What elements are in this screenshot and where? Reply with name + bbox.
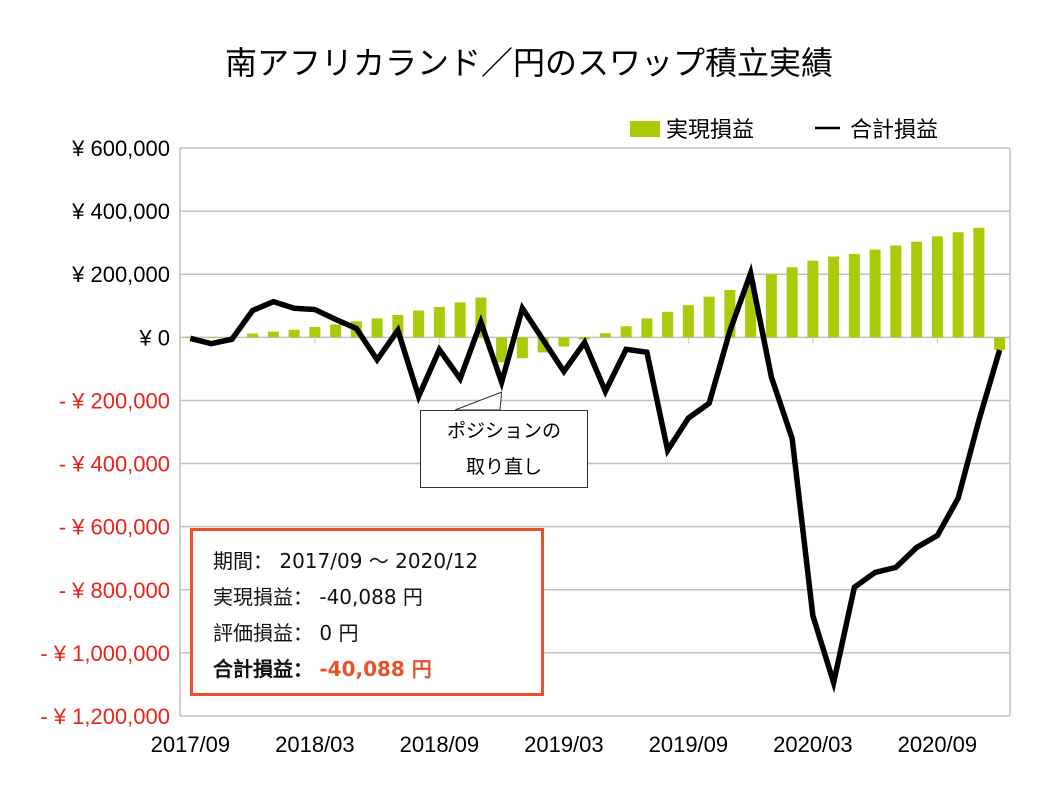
bar-realized (620, 326, 632, 338)
bar-realized (309, 326, 321, 338)
x-tick-label: 2020/03 (773, 732, 853, 757)
bar-realized (682, 305, 694, 338)
bar-realized (454, 302, 466, 338)
unrealized-row: 評価損益： 0 円 (213, 615, 541, 651)
y-tick-label: - ¥ 200,000 (59, 388, 170, 413)
total-row: 合計損益： -40,088 円 (213, 651, 541, 687)
realized-label: 実現損益： (213, 585, 313, 609)
bar-realized (599, 333, 611, 338)
bar-realized (330, 324, 342, 338)
period-row: 期間： 2017/09 ～ 2020/12 (213, 543, 541, 579)
bar-realized (433, 307, 445, 338)
bar-realized (267, 331, 279, 338)
bar-realized (537, 337, 549, 353)
bar-realized (786, 267, 798, 338)
total-label: 合計損益： (213, 657, 313, 681)
period-value: 2017/09 ～ 2020/12 (279, 549, 479, 573)
bar-realized (496, 337, 508, 363)
legend-label-realized: 実現損益 (666, 118, 754, 143)
y-tick-label: ¥ 400,000 (71, 199, 170, 224)
annotation-callout: ポジションの 取り直し (420, 410, 588, 488)
unrealized-label: 評価損益： (213, 621, 313, 645)
realized-row: 実現損益： -40,088 円 (213, 579, 541, 615)
total-value: -40,088 円 (319, 657, 432, 681)
unrealized-value: 0 円 (319, 621, 359, 645)
x-tick-label: 2018/03 (275, 732, 355, 757)
y-tick-label: - ¥ 600,000 (59, 515, 170, 540)
y-tick-label: - ¥ 800,000 (59, 578, 170, 603)
bar-realized (973, 227, 985, 338)
bar-realized (869, 249, 881, 338)
annotation-line1: ポジションの (446, 420, 561, 442)
legend-label-total: 合計損益 (850, 118, 938, 143)
y-tick-label: - ¥ 1,200,000 (40, 704, 170, 729)
bar-realized (662, 311, 674, 338)
y-tick-label: - ¥ 400,000 (59, 452, 170, 477)
bar-realized (807, 260, 819, 338)
bar-realized (952, 232, 964, 338)
x-tick-label: 2020/09 (898, 732, 978, 757)
bar-realized (931, 236, 943, 338)
legend-swatch-realized (630, 121, 660, 137)
bar-realized (848, 254, 860, 338)
x-tick-label: 2018/09 (400, 732, 480, 757)
bar-realized (765, 274, 777, 338)
y-tick-label: ¥ 200,000 (71, 262, 170, 287)
bar-realized (247, 333, 259, 338)
summary-box: 期間： 2017/09 ～ 2020/12 実現損益： -40,088 円 評価… (190, 528, 544, 696)
bar-realized (184, 336, 196, 338)
bar-realized (890, 245, 902, 338)
x-tick-label: 2019/09 (649, 732, 729, 757)
chart-title: 南アフリカランド／円のスワップ積立実績 (224, 44, 833, 82)
y-tick-label: - ¥ 1,000,000 (40, 641, 170, 666)
bar-realized (828, 256, 840, 338)
bar-realized (558, 337, 570, 347)
x-tick-label: 2019/03 (524, 732, 604, 757)
bar-realized (641, 318, 653, 338)
bar-realized (745, 282, 757, 338)
annotation-line2: 取り直し (465, 456, 542, 478)
bar-realized (994, 337, 1006, 350)
realized-value: -40,088 円 (319, 585, 423, 609)
bar-realized (288, 329, 300, 338)
bar-realized (724, 290, 736, 338)
bar-realized (413, 310, 425, 338)
bar-realized (703, 296, 715, 338)
bar-realized (205, 337, 217, 338)
period-label: 期間： (213, 549, 273, 573)
x-tick-label: 2017/09 (151, 732, 231, 757)
line-total (189, 263, 1003, 694)
y-tick-label: ¥ 0 (138, 325, 170, 350)
bar-realized (516, 337, 528, 359)
bar-realized (371, 318, 383, 338)
y-tick-label: ¥ 600,000 (71, 136, 170, 161)
bar-realized (911, 241, 923, 338)
